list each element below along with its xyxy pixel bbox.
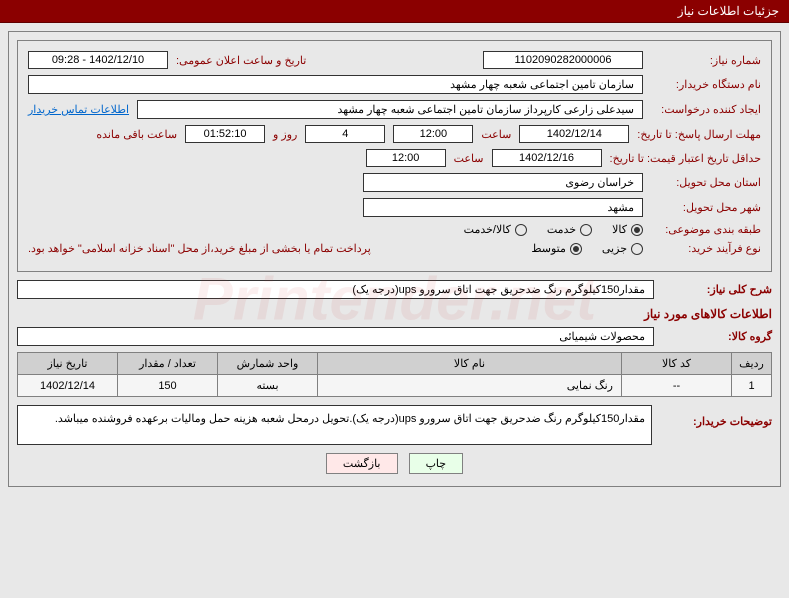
delivery-province-field: خراسان رضوی: [363, 173, 643, 192]
requester-label: ایجاد کننده درخواست:: [651, 103, 761, 116]
td-date: 1402/12/14: [18, 375, 118, 397]
requester-field: سیدعلی زارعی کارپرداز سازمان تامین اجتما…: [137, 100, 643, 119]
buyer-org-label: نام دستگاه خریدار:: [651, 78, 761, 91]
panel-header: جزئیات اطلاعات نیاز: [0, 0, 789, 23]
radio-goods[interactable]: کالا: [612, 223, 643, 236]
reply-time-field: 12:00: [393, 125, 473, 143]
th-name: نام کالا: [318, 353, 622, 375]
need-summary-label: شرح کلی نیاز:: [662, 283, 772, 296]
button-bar: چاپ بازگشت: [17, 445, 772, 478]
purchase-type-radio-group: جزیی متوسط: [531, 242, 643, 255]
buyer-desc-label: توضیحات خریدار:: [662, 405, 772, 428]
remaining-label: ساعت باقی مانده: [96, 128, 177, 141]
radio-goods-input[interactable]: [631, 224, 643, 236]
time-label-2: ساعت: [454, 152, 484, 165]
radio-medium[interactable]: متوسط: [531, 242, 582, 255]
price-validity-time-field: 12:00: [366, 149, 446, 167]
days-remaining-field: 4: [305, 125, 385, 143]
goods-section-title: اطلاعات کالاهای مورد نیاز: [17, 307, 772, 321]
td-row: 1: [732, 375, 772, 397]
th-qty: تعداد / مقدار: [118, 353, 218, 375]
td-qty: 150: [118, 375, 218, 397]
group-field: محصولات شیمیائی: [17, 327, 654, 346]
delivery-city-label: شهر محل تحویل:: [651, 201, 761, 214]
delivery-province-label: استان محل تحویل:: [651, 176, 761, 189]
price-validity-date-field: 1402/12/16: [492, 149, 602, 167]
category-label: طبقه بندی موضوعی:: [651, 223, 761, 236]
buyer-org-field: سازمان تامین اجتماعی شعبه چهار مشهد: [28, 75, 643, 94]
radio-minor-input[interactable]: [631, 243, 643, 255]
reply-date-field: 1402/12/14: [519, 125, 629, 143]
th-date: تاریخ نیاز: [18, 353, 118, 375]
td-code: --: [622, 375, 732, 397]
th-row: ردیف: [732, 353, 772, 375]
radio-service-label: خدمت: [547, 223, 576, 236]
radio-minor-label: جزیی: [602, 242, 627, 255]
category-radio-group: کالا خدمت کالا/خدمت: [464, 223, 643, 236]
announce-date-field: 1402/12/10 - 09:28: [28, 51, 168, 69]
table-row: 1 -- رنگ نمایی بسته 150 1402/12/14: [18, 375, 772, 397]
goods-table: ردیف کد کالا نام کالا واحد شمارش تعداد /…: [17, 352, 772, 397]
radio-goods-service-input[interactable]: [515, 224, 527, 236]
time-remaining-field: 01:52:10: [185, 125, 265, 143]
radio-goods-service-label: کالا/خدمت: [464, 223, 511, 236]
radio-goods-service[interactable]: کالا/خدمت: [464, 223, 527, 236]
radio-minor[interactable]: جزیی: [602, 242, 643, 255]
days-label: روز و: [273, 128, 297, 141]
delivery-city-field: مشهد: [363, 198, 643, 217]
details-panel: شماره نیاز: 1102090282000006 تاریخ و ساع…: [17, 40, 772, 272]
radio-medium-label: متوسط: [531, 242, 566, 255]
main-panel: شماره نیاز: 1102090282000006 تاریخ و ساع…: [8, 31, 781, 487]
purchase-type-label: نوع فرآیند خرید:: [651, 242, 761, 255]
reply-deadline-label: مهلت ارسال پاسخ: تا تاریخ:: [637, 128, 761, 141]
radio-service[interactable]: خدمت: [547, 223, 592, 236]
th-code: کد کالا: [622, 353, 732, 375]
radio-goods-label: کالا: [612, 223, 627, 236]
payment-note: پرداخت تمام یا بخشی از مبلغ خرید،از محل …: [28, 242, 371, 255]
th-unit: واحد شمارش: [218, 353, 318, 375]
need-number-field: 1102090282000006: [483, 51, 643, 69]
buyer-contact-link[interactable]: اطلاعات تماس خریدار: [28, 103, 129, 116]
radio-medium-input[interactable]: [570, 243, 582, 255]
need-summary-field: مقدار150کیلوگرم رنگ ضدحریق جهت اتاق سرور…: [17, 280, 654, 299]
back-button[interactable]: بازگشت: [326, 453, 398, 474]
price-validity-label: حداقل تاریخ اعتبار قیمت: تا تاریخ:: [610, 152, 761, 165]
print-button[interactable]: چاپ: [409, 453, 464, 474]
buyer-desc-box: مقدار150کیلوگرم رنگ ضدحریق جهت اتاق سرور…: [17, 405, 652, 445]
group-label: گروه کالا:: [662, 330, 772, 343]
need-number-label: شماره نیاز:: [651, 54, 761, 67]
td-name: رنگ نمایی: [318, 375, 622, 397]
radio-service-input[interactable]: [580, 224, 592, 236]
announce-date-label: تاریخ و ساعت اعلان عمومی:: [176, 54, 306, 67]
td-unit: بسته: [218, 375, 318, 397]
time-label-1: ساعت: [481, 128, 511, 141]
table-header-row: ردیف کد کالا نام کالا واحد شمارش تعداد /…: [18, 353, 772, 375]
